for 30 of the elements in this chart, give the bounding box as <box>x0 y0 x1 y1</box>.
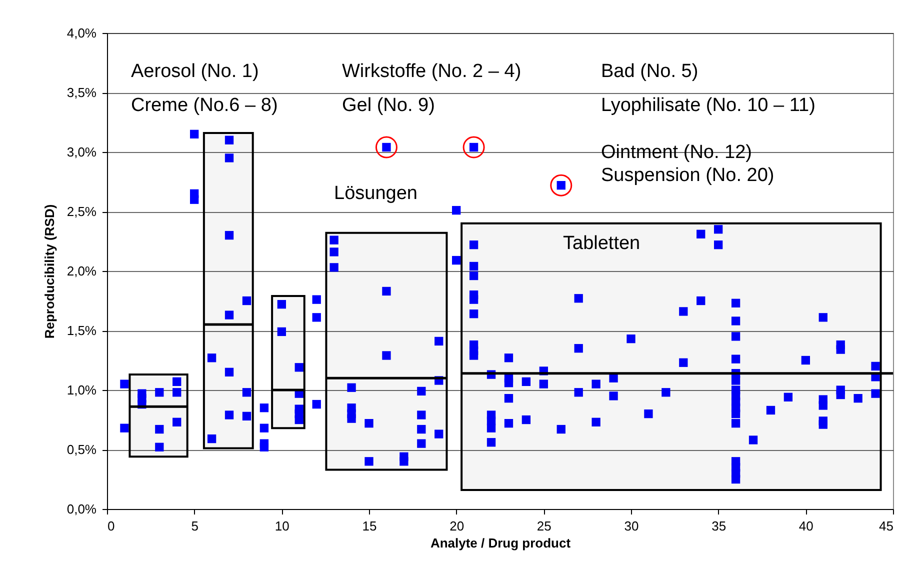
y-tick-label: 2,0% <box>66 264 97 278</box>
x-tick-label: 35 <box>712 518 726 534</box>
x-tick-label: 25 <box>536 518 552 534</box>
x-tick-label: 40 <box>798 518 814 534</box>
y-tick-label: 1,5% <box>66 323 97 338</box>
y-tick-label: 3,0% <box>66 144 97 160</box>
x-tick-label: 45 <box>879 518 894 534</box>
y-tick-label: 1,0% <box>66 382 97 398</box>
annotation: Lösungen <box>334 183 418 204</box>
annotation: Creme (No.6 – 8) <box>131 95 278 116</box>
y-tick-label: 0,0% <box>66 502 97 516</box>
x-tick-label: 10 <box>274 518 290 534</box>
annotation: Suspension (No. 20) <box>601 165 774 186</box>
y-tick-label: 3,5% <box>66 85 97 100</box>
annotation: Aerosol (No. 1) <box>131 61 259 82</box>
y-tick-label: 0,5% <box>66 442 97 457</box>
x-tick-label: 15 <box>362 518 377 534</box>
y-axis-title: Reproducibility (RSD) <box>42 204 57 339</box>
x-tick-label: 30 <box>624 518 639 534</box>
x-tick-label: 0 <box>108 518 115 534</box>
annotation: Bad (No. 5) <box>601 61 698 82</box>
y-tick-label: 2,5% <box>66 204 97 219</box>
y-tick-label: 4,0% <box>66 26 97 40</box>
x-tick-label: 5 <box>191 518 198 534</box>
annotation: Tabletten <box>563 233 640 254</box>
annotation: Wirkstoffe (No. 2 – 4) <box>342 61 522 82</box>
x-axis-title: Analyte / Drug product <box>430 536 572 550</box>
annotation: Lyophilisate (No. 10 – 11) <box>601 95 816 116</box>
x-tick-label: 20 <box>450 518 464 534</box>
annotation: Gel (No. 9) <box>342 95 435 116</box>
